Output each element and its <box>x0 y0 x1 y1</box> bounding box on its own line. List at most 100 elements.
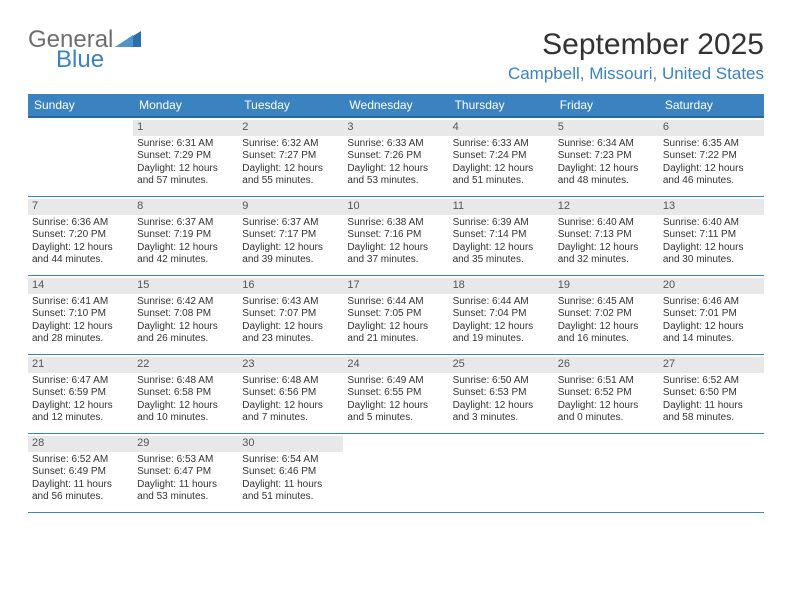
day-number: 17 <box>343 278 448 294</box>
sunrise-text: Sunrise: 6:45 AM <box>558 296 655 309</box>
day-cell: 17Sunrise: 6:44 AMSunset: 7:05 PMDayligh… <box>343 276 448 354</box>
location-subtitle: Campbell, Missouri, United States <box>508 64 764 84</box>
week-row: 7 Sunrise: 6:36 AMSunset: 7:20 PM Daylight… <box>28 197 764 276</box>
sunset-text: Sunset: 6:50 PM <box>663 387 760 400</box>
sunset-text: Sunset: 7:29 PM <box>137 150 234 163</box>
sunrise-text: Sunrise: 6:36 AM <box>32 217 129 230</box>
daylight-text: Daylight: 11 hours and 53 minutes. <box>137 479 234 504</box>
sunset-text: Sunset: 7:19 PM <box>137 229 234 242</box>
day-number: 5 <box>554 120 659 136</box>
day-number: 24 <box>343 357 448 373</box>
sunrise-text: Sunrise: 6:31 AM <box>137 138 234 151</box>
daylight-text: Daylight: 12 hours and 48 minutes. <box>558 163 655 188</box>
day-cell: 16Sunrise: 6:43 AMSunset: 7:07 PMDayligh… <box>238 276 343 354</box>
empty-day <box>554 436 659 452</box>
day-cell: 9Sunrise: 6:37 AMSunset: 7:17 PMDaylight… <box>238 197 343 275</box>
day-number: 8 <box>133 199 238 215</box>
sunrise-text: Sunrise: 6:40 AM <box>663 217 760 230</box>
day-cell: 18Sunrise: 6:44 AMSunset: 7:04 PMDayligh… <box>449 276 554 354</box>
day-cell: 3Sunrise: 6:33 AMSunset: 7:26 PMDaylight… <box>343 118 448 196</box>
sunrise-text: Sunrise: 6:49 AM <box>347 375 444 388</box>
day-number: 19 <box>554 278 659 294</box>
day-cell: 1Sunrise: 6:31 AMSunset: 7:29 PMDaylight… <box>133 118 238 196</box>
daylight-text: Daylight: 12 hours and 23 minutes. <box>242 321 339 346</box>
day-number: 15 <box>133 278 238 294</box>
sunset-text: Sunset: 7:01 PM <box>663 308 760 321</box>
day-cell: 29Sunrise: 6:53 AMSunset: 6:47 PMDayligh… <box>133 434 238 512</box>
day-number: 20 <box>659 278 764 294</box>
header: General Blue September 2025 Campbell, Mi… <box>28 28 764 84</box>
weeks-container: 1Sunrise: 6:31 AMSunset: 7:29 PMDaylight… <box>28 118 764 513</box>
daylight-text: Daylight: 12 hours and 5 minutes. <box>347 400 444 425</box>
daylight-text: Daylight: 12 hours and 21 minutes. <box>347 321 444 346</box>
sunrise-text: Sunrise: 6:41 AM <box>32 296 129 309</box>
sunrise-text: Sunrise: 6:32 AM <box>242 138 339 151</box>
sunset-text: Sunset: 6:59 PM <box>32 387 129 400</box>
day-cell: 5Sunrise: 6:34 AMSunset: 7:23 PMDaylight… <box>554 118 659 196</box>
daylight-text: Daylight: 12 hours and 53 minutes. <box>347 163 444 188</box>
col-head-sunday: Sunday <box>28 94 133 116</box>
daylight-text: Daylight: 12 hours and 39 minutes. <box>242 242 339 267</box>
day-header-row: Sunday Monday Tuesday Wednesday Thursday… <box>28 94 764 118</box>
col-head-friday: Friday <box>554 94 659 116</box>
day-number: 21 <box>28 357 133 373</box>
title-block: September 2025 Campbell, Missouri, Unite… <box>508 28 764 84</box>
week-row: 14Sunrise: 6:41 AMSunset: 7:10 PMDayligh… <box>28 276 764 355</box>
brand-part2: Blue <box>56 48 141 72</box>
daylight-text: Daylight: 12 hours and 30 minutes. <box>663 242 760 267</box>
sunrise-text: Sunrise: 6:50 AM <box>453 375 550 388</box>
daylight-text: Daylight: 12 hours and 42 minutes. <box>137 242 234 267</box>
day-number: 4 <box>449 120 554 136</box>
sunrise-text: Sunrise: 6:40 AM <box>558 217 655 230</box>
day-number: 14 <box>28 278 133 294</box>
sunset-text: Sunset: 7:24 PM <box>453 150 550 163</box>
day-cell: 26Sunrise: 6:51 AMSunset: 6:52 PMDayligh… <box>554 355 659 433</box>
sunset-text: Sunset: 7:05 PM <box>347 308 444 321</box>
day-cell: 7Sunrise: 6:36 AMSunset: 7:20 PMDaylight… <box>28 197 133 275</box>
day-number: 9 <box>238 199 343 215</box>
day-cell: 11Sunrise: 6:39 AMSunset: 7:14 PMDayligh… <box>449 197 554 275</box>
day-cell: 22Sunrise: 6:48 AMSunset: 6:58 PMDayligh… <box>133 355 238 433</box>
sunset-text: Sunset: 6:55 PM <box>347 387 444 400</box>
day-cell: 24 Sunrise: 6:49 AMSunset: 6:55 PMDayligh… <box>343 355 448 433</box>
week-row: 1Sunrise: 6:31 AMSunset: 7:29 PMDaylight… <box>28 118 764 197</box>
sunset-text: Sunset: 7:04 PM <box>453 308 550 321</box>
daylight-text: Daylight: 12 hours and 10 minutes. <box>137 400 234 425</box>
empty-day <box>659 436 764 452</box>
sunrise-text: Sunrise: 6:47 AM <box>32 375 129 388</box>
day-number: 6 <box>659 120 764 136</box>
day-cell <box>554 434 659 512</box>
sunset-text: Sunset: 7:20 PM <box>32 229 129 242</box>
daylight-text: Daylight: 12 hours and 26 minutes. <box>137 321 234 346</box>
calendar: Sunday Monday Tuesday Wednesday Thursday… <box>28 94 764 513</box>
sunrise-text: Sunrise: 6:44 AM <box>453 296 550 309</box>
sunset-text: Sunset: 7:16 PM <box>347 229 444 242</box>
day-number: 29 <box>133 436 238 452</box>
col-head-monday: Monday <box>133 94 238 116</box>
day-number: 25 <box>449 357 554 373</box>
sunrise-text: Sunrise: 6:51 AM <box>558 375 655 388</box>
daylight-text: Daylight: 12 hours and 35 minutes. <box>453 242 550 267</box>
day-cell: 12Sunrise: 6:40 AMSunset: 7:13 PMDayligh… <box>554 197 659 275</box>
day-cell: 10Sunrise: 6:38 AMSunset: 7:16 PMDayligh… <box>343 197 448 275</box>
day-number: 7 <box>28 199 133 215</box>
empty-day <box>28 120 133 136</box>
month-title: September 2025 <box>508 28 764 62</box>
sunset-text: Sunset: 7:22 PM <box>663 150 760 163</box>
day-number: 16 <box>238 278 343 294</box>
day-cell: 14Sunrise: 6:41 AMSunset: 7:10 PMDayligh… <box>28 276 133 354</box>
daylight-text: Daylight: 11 hours and 51 minutes. <box>242 479 339 504</box>
day-cell: 27Sunrise: 6:52 AMSunset: 6:50 PMDayligh… <box>659 355 764 433</box>
day-number: 11 <box>449 199 554 215</box>
day-cell: 15Sunrise: 6:42 AMSunset: 7:08 PMDayligh… <box>133 276 238 354</box>
daylight-text: Daylight: 12 hours and 46 minutes. <box>663 163 760 188</box>
sunrise-text: Sunrise: 6:39 AM <box>453 217 550 230</box>
daylight-text: Daylight: 12 hours and 0 minutes. <box>558 400 655 425</box>
day-cell: 19Sunrise: 6:45 AMSunset: 7:02 PMDayligh… <box>554 276 659 354</box>
day-number: 10 <box>343 199 448 215</box>
day-cell: 23Sunrise: 6:48 AMSunset: 6:56 PMDayligh… <box>238 355 343 433</box>
daylight-text: Daylight: 12 hours and 16 minutes. <box>558 321 655 346</box>
sunrise-text: Sunrise: 6:34 AM <box>558 138 655 151</box>
daylight-text: Daylight: 12 hours and 55 minutes. <box>242 163 339 188</box>
sunrise-text: Sunrise: 6:48 AM <box>137 375 234 388</box>
